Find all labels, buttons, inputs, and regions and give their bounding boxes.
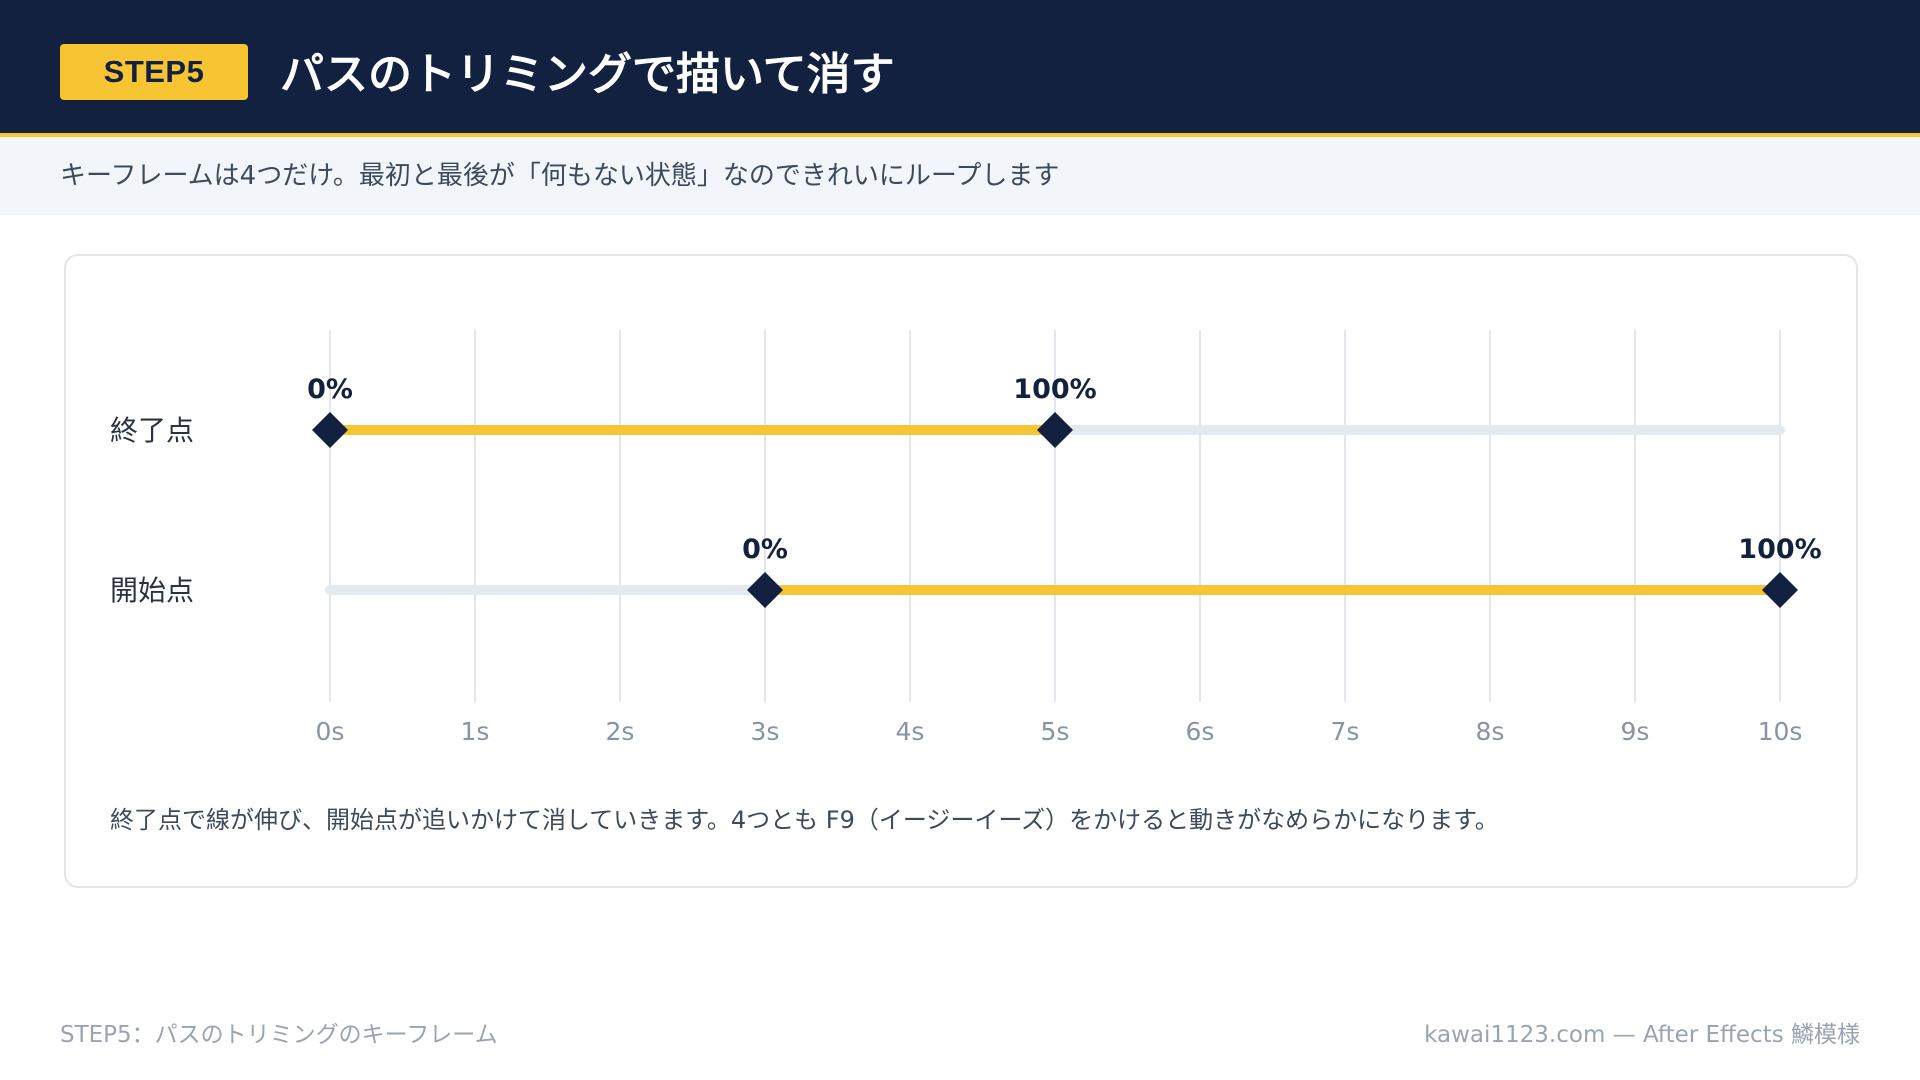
x-tick-label: 9s	[1621, 717, 1650, 746]
keyframe-value-label: 0%	[742, 534, 788, 565]
x-tick-label: 3s	[751, 717, 780, 746]
x-tick-label: 2s	[606, 717, 635, 746]
x-tick-label: 8s	[1476, 717, 1505, 746]
step-badge: STEP5	[60, 44, 248, 100]
x-tick-label: 10s	[1758, 717, 1803, 746]
keyframe-value-label: 100%	[1738, 534, 1821, 565]
keyframe-diamond	[1762, 572, 1798, 608]
x-tick-label: 1s	[461, 717, 490, 746]
x-tick-label: 7s	[1331, 717, 1360, 746]
header-bar: STEP5 パスのトリミングで描いて消す	[0, 0, 1920, 137]
keyframe-diamond	[747, 572, 783, 608]
x-tick-label: 5s	[1041, 717, 1070, 746]
row-label: 終了点	[110, 414, 194, 447]
subtitle-band: キーフレームは4つだけ。最初と最後が「何もない状態」なのできれいにループします	[0, 137, 1920, 215]
page-title: パスのトリミングで描いて消す	[280, 49, 895, 100]
x-tick-label: 4s	[896, 717, 925, 746]
keyframe-value-label: 100%	[1013, 374, 1096, 405]
row-label: 開始点	[110, 574, 194, 607]
keyframe-diamond	[1037, 412, 1073, 448]
explanation-note: 終了点で線が伸び、開始点が追いかけて消していきます。4つとも F9（イージーイー…	[110, 806, 1499, 834]
x-tick-label: 6s	[1186, 717, 1215, 746]
keyframe-value-label: 0%	[307, 374, 353, 405]
timeline-card	[64, 254, 1858, 888]
x-tick-label: 0s	[316, 717, 345, 746]
footer-caption: STEP5：パスのトリミングのキーフレーム	[60, 1022, 498, 1048]
subtitle-text: キーフレームは4つだけ。最初と最後が「何もない状態」なのできれいにループします	[60, 161, 1060, 191]
footer-credit: kawai1123.com — After Effects 鱗模様	[1424, 1022, 1860, 1048]
keyframe-diamond	[312, 412, 348, 448]
